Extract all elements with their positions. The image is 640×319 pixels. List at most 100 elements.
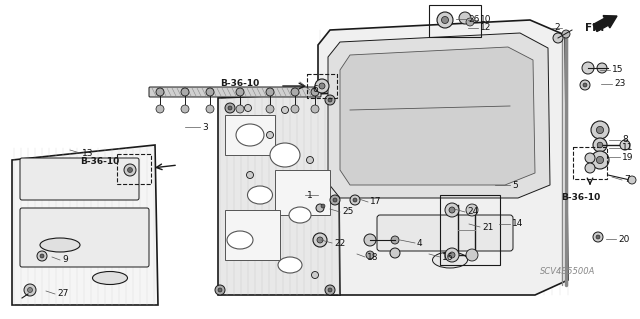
Ellipse shape <box>289 207 311 223</box>
Circle shape <box>325 95 335 105</box>
Circle shape <box>124 164 136 176</box>
FancyBboxPatch shape <box>225 115 275 155</box>
Text: 11: 11 <box>622 144 634 152</box>
FancyBboxPatch shape <box>225 210 280 260</box>
FancyBboxPatch shape <box>20 208 149 267</box>
Circle shape <box>325 285 335 295</box>
Circle shape <box>350 195 360 205</box>
Circle shape <box>328 288 332 292</box>
Polygon shape <box>340 47 535 185</box>
Circle shape <box>466 249 478 261</box>
Circle shape <box>449 207 455 213</box>
Circle shape <box>593 138 607 152</box>
FancyBboxPatch shape <box>275 170 330 215</box>
Circle shape <box>156 88 164 96</box>
Circle shape <box>316 204 324 212</box>
Circle shape <box>553 33 563 43</box>
Text: B-36-10: B-36-10 <box>561 194 600 203</box>
Circle shape <box>353 198 357 202</box>
Circle shape <box>282 107 289 114</box>
Ellipse shape <box>227 231 253 249</box>
Text: 15: 15 <box>612 65 623 75</box>
Circle shape <box>585 153 595 163</box>
Circle shape <box>215 285 225 295</box>
Circle shape <box>244 105 252 112</box>
Circle shape <box>291 105 299 113</box>
Text: 4: 4 <box>417 239 422 248</box>
Circle shape <box>459 12 471 24</box>
Circle shape <box>366 251 374 259</box>
Circle shape <box>562 30 570 38</box>
Text: B-36-10: B-36-10 <box>220 79 259 88</box>
Text: 20: 20 <box>618 234 629 243</box>
Circle shape <box>596 235 600 239</box>
Circle shape <box>596 156 604 164</box>
Circle shape <box>236 88 244 96</box>
Text: 22: 22 <box>334 239 345 248</box>
Text: 23: 23 <box>614 79 625 88</box>
Text: 13: 13 <box>82 149 93 158</box>
Text: 27: 27 <box>57 290 68 299</box>
Circle shape <box>156 105 164 113</box>
Circle shape <box>585 163 595 173</box>
Polygon shape <box>12 145 158 305</box>
Circle shape <box>330 195 340 205</box>
FancyBboxPatch shape <box>149 87 321 97</box>
Circle shape <box>593 232 603 242</box>
Polygon shape <box>328 33 550 198</box>
Text: 26: 26 <box>468 14 479 24</box>
Text: 9: 9 <box>62 256 68 264</box>
Circle shape <box>628 176 636 184</box>
Circle shape <box>364 234 376 246</box>
Circle shape <box>315 79 329 93</box>
Ellipse shape <box>270 143 300 167</box>
Circle shape <box>466 18 474 26</box>
Text: FR.: FR. <box>585 23 604 33</box>
Text: 6: 6 <box>312 85 317 94</box>
Ellipse shape <box>248 186 273 204</box>
Circle shape <box>311 105 319 113</box>
Circle shape <box>225 103 235 113</box>
Circle shape <box>583 83 587 87</box>
FancyArrow shape <box>593 16 617 32</box>
Circle shape <box>40 254 44 258</box>
Circle shape <box>596 126 604 134</box>
Circle shape <box>307 157 314 164</box>
Text: 21: 21 <box>482 222 493 232</box>
Circle shape <box>28 287 33 293</box>
Circle shape <box>24 284 36 296</box>
Circle shape <box>206 88 214 96</box>
Circle shape <box>236 105 244 113</box>
Circle shape <box>246 172 253 179</box>
Text: 19: 19 <box>622 152 634 161</box>
FancyBboxPatch shape <box>377 215 513 251</box>
Circle shape <box>391 236 399 244</box>
Text: 1: 1 <box>307 190 313 199</box>
Text: 17: 17 <box>370 197 381 206</box>
Circle shape <box>449 252 455 258</box>
Circle shape <box>37 251 47 261</box>
Circle shape <box>181 105 189 113</box>
Circle shape <box>266 131 273 138</box>
Text: 2: 2 <box>554 24 559 33</box>
Circle shape <box>266 88 274 96</box>
Circle shape <box>321 204 325 208</box>
Circle shape <box>597 63 607 73</box>
Circle shape <box>313 233 327 247</box>
Circle shape <box>442 17 449 24</box>
Ellipse shape <box>433 252 467 268</box>
Ellipse shape <box>40 238 80 252</box>
Circle shape <box>218 288 222 292</box>
Text: 10: 10 <box>480 16 492 25</box>
Text: 7: 7 <box>624 175 630 184</box>
Text: 16: 16 <box>442 253 454 262</box>
Circle shape <box>445 248 459 262</box>
Circle shape <box>319 83 325 89</box>
Polygon shape <box>218 93 340 295</box>
Text: 5: 5 <box>512 181 518 189</box>
Text: 25: 25 <box>342 207 353 217</box>
Circle shape <box>597 142 603 148</box>
FancyBboxPatch shape <box>20 158 139 200</box>
Circle shape <box>620 140 630 150</box>
Circle shape <box>206 105 214 113</box>
